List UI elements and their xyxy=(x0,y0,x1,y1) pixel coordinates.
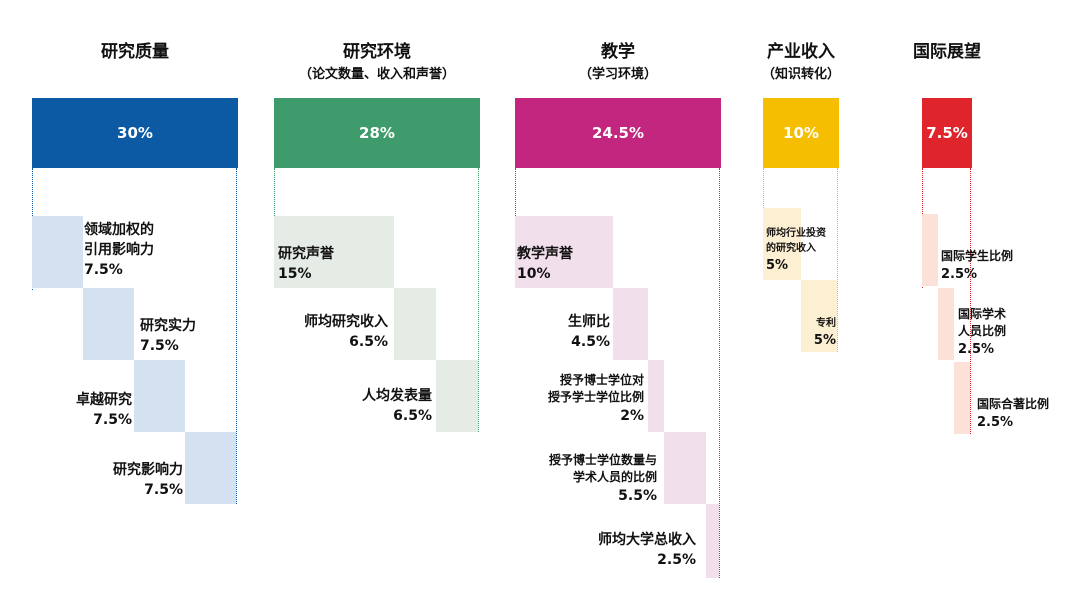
pillar-3-subtitle: （学习环境） xyxy=(578,67,657,82)
pillar-5-item-2-label: 国际学术 人员比例 2.5% xyxy=(958,307,1007,357)
pillar-1-item-1-label: 领域加权的 引用影响力 7.5% xyxy=(84,222,154,278)
pillar-5-item-1-label: 国际学生比例 2.5% xyxy=(941,249,1014,282)
pillar-3-title: 教学 xyxy=(601,42,635,62)
pillar-3-item-5-label: 师均大学总收入 2.5% xyxy=(598,532,696,568)
pillar-3-item-3-block xyxy=(648,360,664,432)
pillar-4-item-2-block xyxy=(801,280,837,352)
pillar-2-item-1-label: 研究声誉 15% xyxy=(278,246,334,282)
pillar-5-item-2-block xyxy=(938,288,954,360)
pillar-2-item-3-label: 人均发表量 6.5% xyxy=(362,388,432,424)
pillar-3-weight-header: 24.5% xyxy=(515,98,721,168)
pillar-3-item-2-label: 生师比 4.5% xyxy=(568,314,610,350)
pillar-4-subtitle: （知识转化） xyxy=(761,67,840,82)
pillar-2-item-2-label: 师均研究收入 6.5% xyxy=(304,314,388,350)
pillar-5-item-3-block xyxy=(954,362,970,434)
pillar-5-title: 国际展望 xyxy=(913,42,981,62)
pillar-2-item-2-block xyxy=(394,288,436,360)
pillar-5-weight-header: 7.5% xyxy=(922,98,972,168)
pillar-2-right-guide xyxy=(478,168,479,432)
pillar-4-item-1-label: 师均行业投资 的研究收入 5% xyxy=(766,228,826,273)
pillar-1-item-4-block xyxy=(185,432,236,504)
pillar-1-weight-header: 30% xyxy=(32,98,238,168)
pillar-2-title: 研究环境 xyxy=(343,42,411,62)
pillar-2-item-1-block xyxy=(274,216,394,288)
pillar-3-item-1-block xyxy=(515,216,613,288)
pillar-1-item-2-block xyxy=(83,288,134,360)
pillar-4-right-guide xyxy=(837,168,838,352)
pillar-4-title: 产业收入 xyxy=(767,42,835,62)
pillar-3-item-5-block xyxy=(706,504,719,578)
pillar-3-item-1-label: 教学声誉 10% xyxy=(517,246,573,282)
pillar-4-item-2-label: 专利 5% xyxy=(813,318,836,348)
pillar-3-item-4-label: 授予博士学位数量与 学术人员的比例 5.5% xyxy=(548,453,657,504)
pillar-2-weight-header: 28% xyxy=(274,98,480,168)
pillar-1-item-3-label: 卓越研究 7.5% xyxy=(76,392,132,428)
pillar-1-right-guide xyxy=(236,168,237,504)
pillar-2-subtitle: （论文数量、收入和声誉） xyxy=(298,67,455,82)
pillar-1-item-3-block xyxy=(134,360,185,432)
pillar-5-right-guide xyxy=(970,168,971,434)
pillar-4-weight-header: 10% xyxy=(763,98,839,168)
pillar-3-item-2-block xyxy=(613,288,648,360)
pillar-1-item-2-label: 研究实力 7.5% xyxy=(140,318,196,354)
pillar-4-item-1-block xyxy=(763,208,801,280)
pillar-2-item-3-block xyxy=(436,360,478,432)
pillar-1-title: 研究质量 xyxy=(101,42,169,62)
pillar-5-item-1-block xyxy=(922,214,938,286)
pillar-1-item-1-block xyxy=(32,216,83,288)
pillar-5-item-3-label: 国际合著比例 2.5% xyxy=(977,397,1050,430)
pillar-3-right-guide xyxy=(719,168,720,578)
pillar-3-item-4-block xyxy=(664,432,706,504)
pillar-3-item-3-label: 授予博士学位对 授予学士学位比例 2% xyxy=(547,373,644,424)
pillar-1-item-4-label: 研究影响力 7.5% xyxy=(113,462,183,498)
